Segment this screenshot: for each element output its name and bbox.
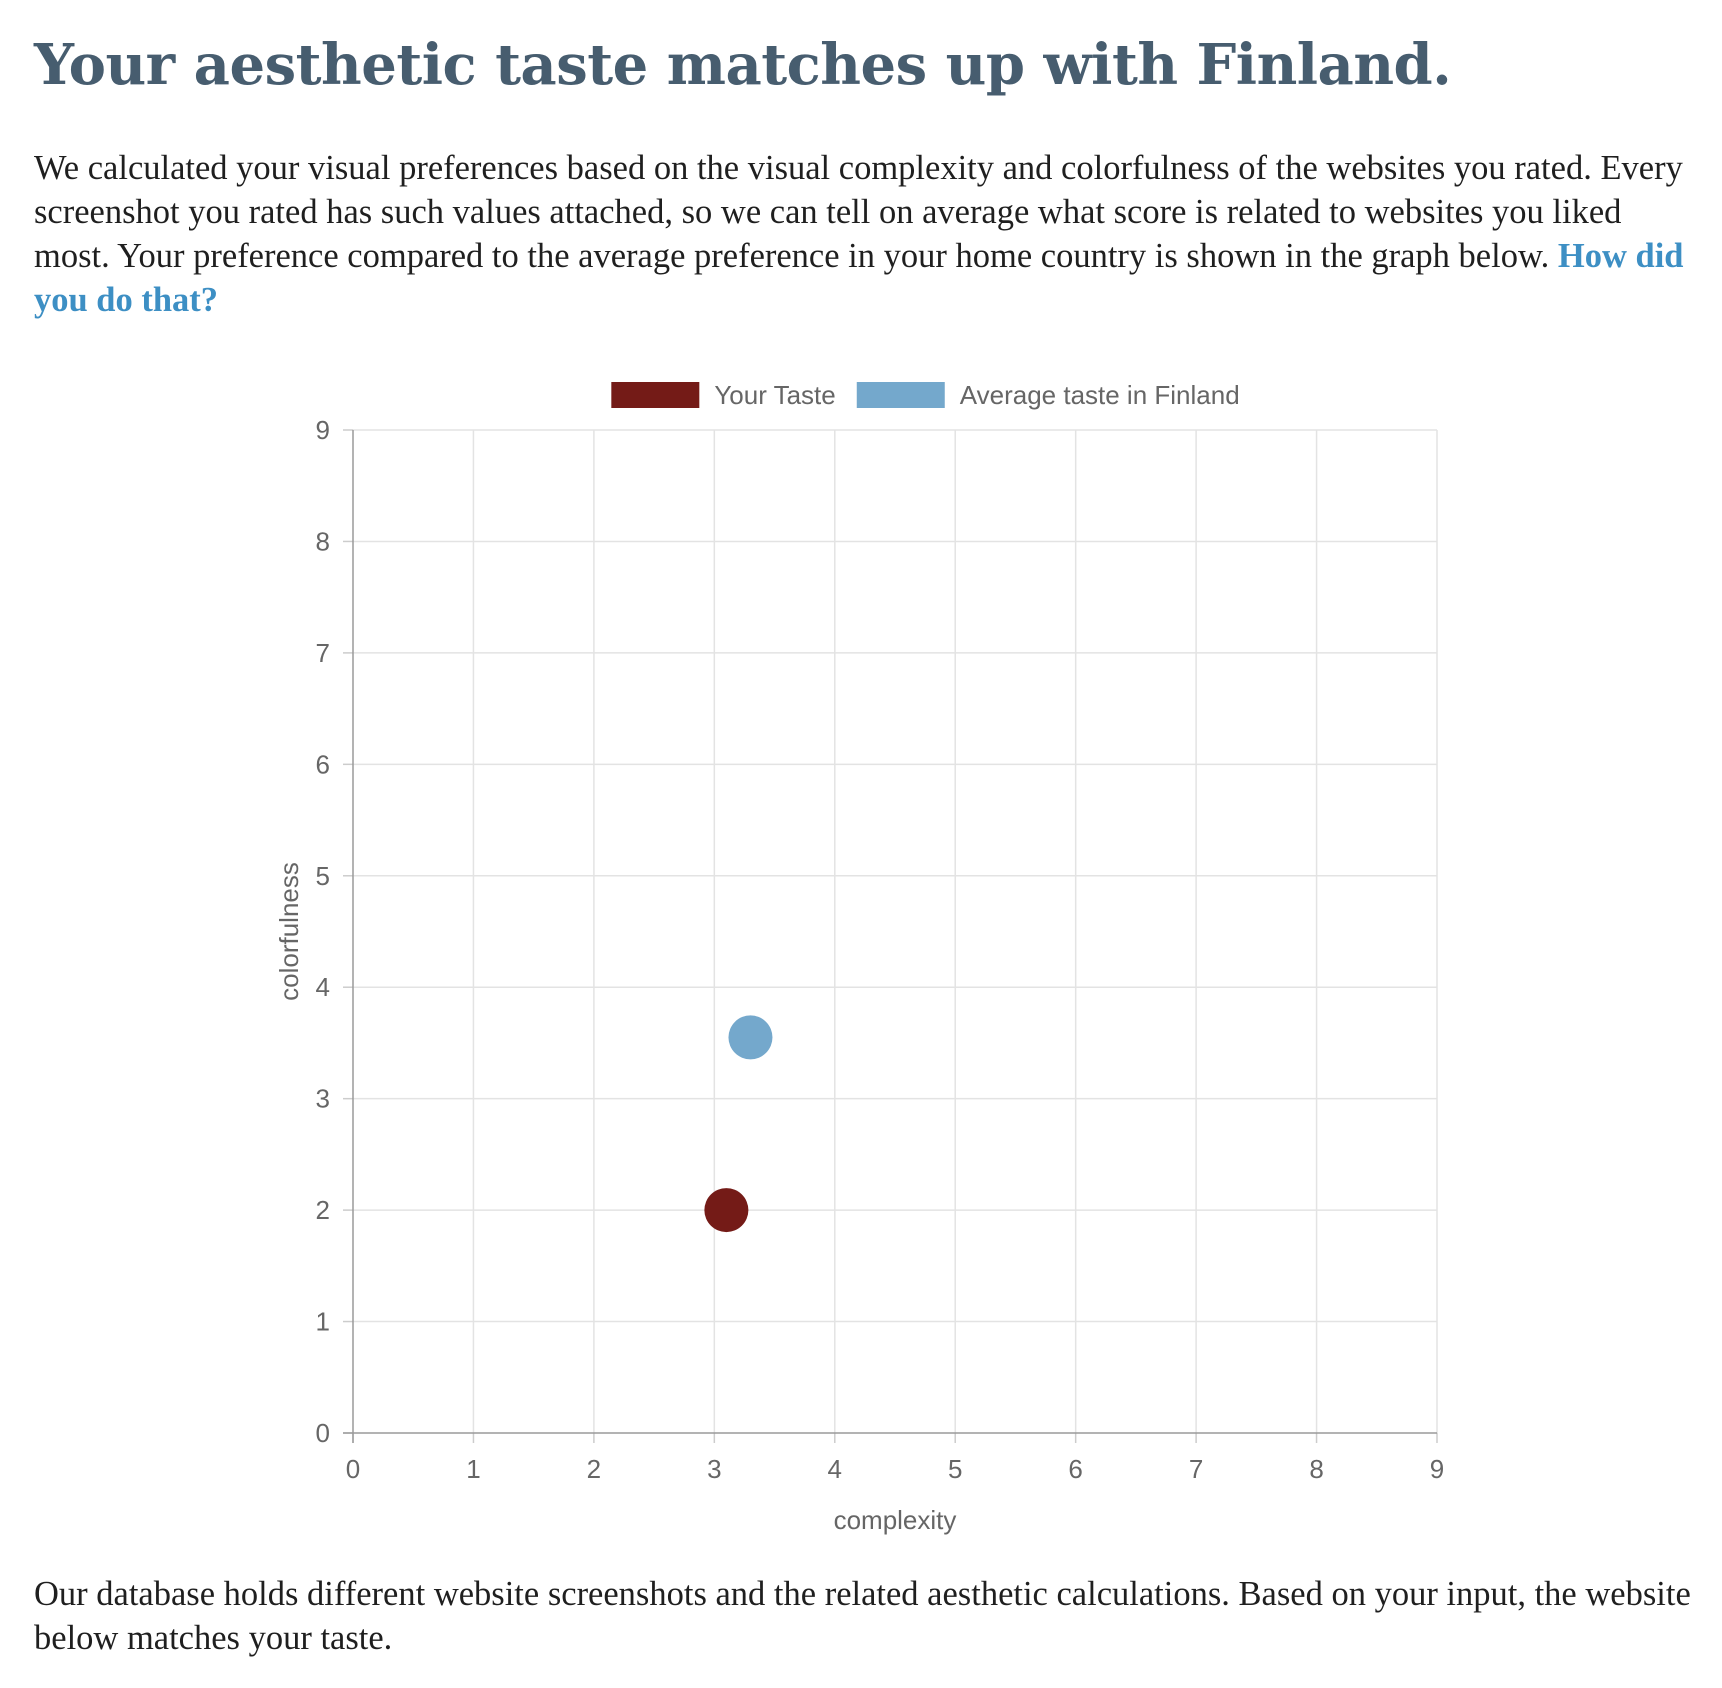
legend-swatch bbox=[609, 380, 702, 410]
x-tick-label: 5 bbox=[948, 1454, 962, 1484]
legend-item-1: Average taste in Finland bbox=[854, 380, 1240, 410]
chart-grid bbox=[353, 429, 1438, 1433]
intro-paragraph: We calculated your visual preferences ba… bbox=[34, 146, 1694, 322]
chart-points bbox=[704, 1015, 773, 1233]
y-tick-label: 8 bbox=[316, 526, 330, 556]
x-tick-label: 0 bbox=[346, 1454, 360, 1484]
data-point-average-taste bbox=[728, 1015, 773, 1060]
y-tick-label: 5 bbox=[316, 861, 330, 891]
x-axis-title: complexity bbox=[834, 1505, 957, 1535]
x-tick-label: 8 bbox=[1309, 1454, 1323, 1484]
legend-label: Average taste in Finland bbox=[960, 380, 1240, 410]
y-axis-title: colorfulness bbox=[274, 862, 304, 1001]
x-tick-label: 1 bbox=[466, 1454, 480, 1484]
y-tick-label: 0 bbox=[316, 1418, 330, 1448]
how-did-you-do-that-link[interactable]: How did you do that? bbox=[34, 237, 1684, 319]
y-tick-label: 3 bbox=[316, 1084, 330, 1114]
chart-legend: Your Taste Average taste in Finland bbox=[609, 380, 1240, 410]
y-tick-label: 9 bbox=[316, 415, 330, 445]
page-title: Your aesthetic taste matches up with Fin… bbox=[34, 32, 1452, 98]
x-tick-label: 6 bbox=[1068, 1454, 1082, 1484]
x-tick-label: 4 bbox=[828, 1454, 842, 1484]
chart-axes: 0 1 2 3 4 5 6 7 8 9 0 1 2 3 4 5 6 7 8 9 complexity colorfulne… bbox=[274, 415, 1444, 1535]
data-point-your-taste bbox=[704, 1188, 749, 1233]
x-tick-label: 2 bbox=[587, 1454, 601, 1484]
legend-swatch bbox=[854, 380, 947, 410]
y-tick-label: 1 bbox=[316, 1307, 330, 1337]
legend-label: Your Taste bbox=[714, 380, 835, 410]
y-tick-label: 2 bbox=[316, 1195, 330, 1225]
x-tick-label: 7 bbox=[1189, 1454, 1203, 1484]
x-tick-label: 9 bbox=[1430, 1454, 1444, 1484]
y-tick-label: 4 bbox=[316, 972, 330, 1002]
y-tick-label: 7 bbox=[316, 638, 330, 668]
x-tick-label: 3 bbox=[707, 1454, 721, 1484]
outro-paragraph: Our database holds different website scr… bbox=[34, 1575, 1691, 1657]
legend-item-0: Your Taste bbox=[609, 380, 836, 410]
y-tick-label: 6 bbox=[316, 749, 330, 779]
intro-text: We calculated your visual preferences ba… bbox=[34, 149, 1683, 275]
